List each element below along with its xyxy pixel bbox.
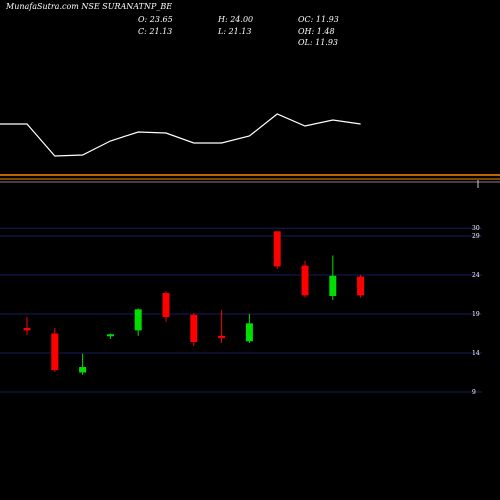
candle-down bbox=[23, 317, 31, 336]
line-indicator-panel bbox=[0, 113, 361, 157]
line-series bbox=[0, 113, 361, 157]
candle-body bbox=[106, 334, 114, 337]
y-tick-label: 30 bbox=[472, 225, 480, 232]
close-readout: C: 21.13 bbox=[138, 27, 172, 36]
panel-separator bbox=[0, 174, 500, 188]
candles bbox=[23, 231, 365, 375]
candle-body bbox=[245, 323, 253, 342]
oh-readout: OH: 1.48 bbox=[298, 27, 335, 36]
y-tick-label: 9 bbox=[472, 389, 476, 396]
candle-body bbox=[357, 276, 365, 296]
high-readout: H: 24.00 bbox=[217, 15, 253, 24]
candle-body bbox=[329, 275, 337, 297]
candle-down bbox=[51, 328, 59, 372]
chart-header: MunafaSutra.com NSE SURANATNP_BE O: 23.6… bbox=[5, 2, 339, 47]
candle-up bbox=[329, 255, 337, 300]
candle-down bbox=[301, 260, 309, 298]
candle-up bbox=[134, 308, 142, 336]
candle-down bbox=[273, 231, 281, 269]
candle-body bbox=[273, 231, 281, 267]
candle-body bbox=[79, 367, 87, 373]
y-tick-label: 29 bbox=[472, 233, 480, 240]
oc-readout: OC: 11.93 bbox=[298, 15, 339, 24]
low-readout: L: 21.13 bbox=[217, 27, 251, 36]
candle-body bbox=[190, 314, 198, 343]
candle-up bbox=[106, 333, 114, 339]
candle-down bbox=[218, 310, 226, 343]
candle-body bbox=[51, 333, 59, 371]
chart-title: MunafaSutra.com NSE SURANATNP_BE bbox=[5, 2, 172, 11]
candle-body bbox=[301, 265, 309, 296]
candle-body bbox=[162, 292, 170, 318]
candle-up bbox=[245, 314, 253, 343]
candle-up bbox=[79, 353, 87, 375]
candle-body bbox=[218, 335, 226, 339]
candle-body bbox=[134, 309, 142, 331]
y-tick-label: 14 bbox=[472, 350, 480, 357]
open-readout: O: 23.65 bbox=[138, 15, 173, 24]
ol-readout: OL: 11.93 bbox=[298, 38, 338, 47]
candle-down bbox=[190, 313, 198, 346]
candle-down bbox=[162, 291, 170, 322]
candle-body bbox=[23, 328, 31, 331]
y-tick-label: 24 bbox=[472, 272, 480, 279]
y-tick-label: 19 bbox=[472, 311, 480, 318]
candle-down bbox=[357, 275, 365, 298]
